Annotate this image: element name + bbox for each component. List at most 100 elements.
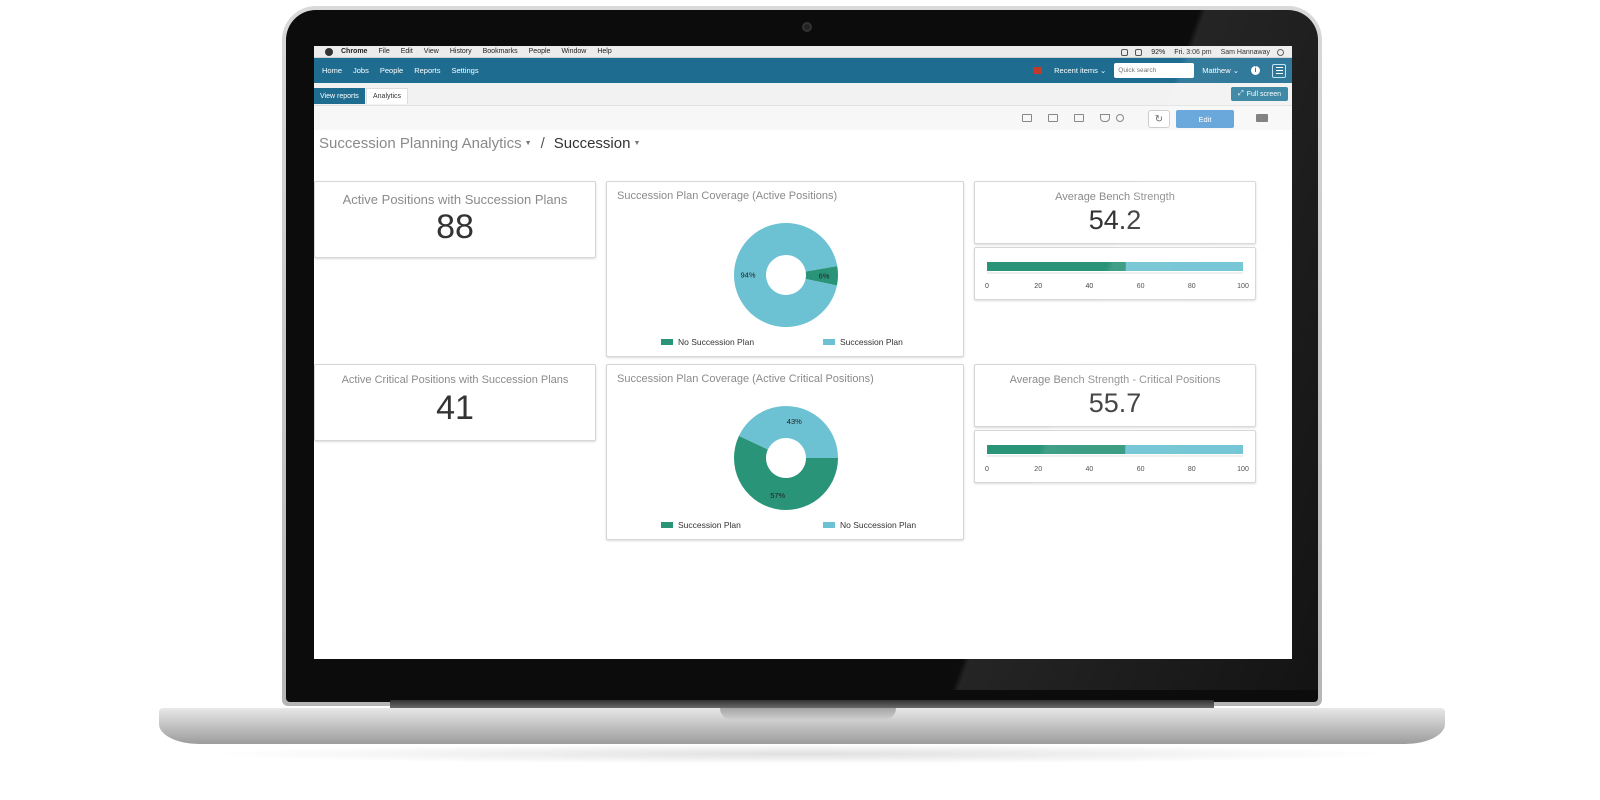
laptop-hinge bbox=[390, 700, 1214, 710]
kpi-value: 41 bbox=[436, 389, 474, 427]
legend-item[interactable]: Succession Plan bbox=[661, 520, 741, 530]
tick-label: 100 bbox=[1237, 466, 1249, 473]
folder-icon[interactable] bbox=[1256, 114, 1268, 122]
legend-label: Succession Plan bbox=[840, 337, 903, 347]
menu-history[interactable]: History bbox=[449, 48, 472, 55]
flag-icon[interactable] bbox=[1033, 67, 1043, 74]
kpi-title: Active Positions with Succession Plans bbox=[342, 192, 568, 207]
donut-chart-active: 6% 94% bbox=[734, 223, 838, 327]
menu-file[interactable]: File bbox=[378, 48, 390, 55]
caret-down-icon[interactable]: ▼ bbox=[633, 139, 641, 147]
tick-label: 100 bbox=[1237, 283, 1249, 290]
breadcrumb: Succession Planning Analytics ▼ / Succes… bbox=[319, 133, 640, 153]
legend-label: No Succession Plan bbox=[678, 337, 755, 347]
copy-icon[interactable] bbox=[1048, 114, 1058, 122]
donut-slice[interactable] bbox=[738, 405, 838, 458]
nav-reports[interactable]: Reports bbox=[414, 66, 441, 75]
tick-label: 80 bbox=[1188, 283, 1196, 290]
caret-down-icon[interactable]: ▼ bbox=[524, 139, 532, 147]
filter-count-icon[interactable] bbox=[1116, 114, 1124, 122]
tick-label: 60 bbox=[1137, 466, 1145, 473]
tick-label: 40 bbox=[1086, 283, 1094, 290]
app-nav-bar: Home Jobs People Reports Settings Recent… bbox=[314, 58, 1292, 83]
full-screen-label: Full screen bbox=[1246, 90, 1281, 98]
menu-view[interactable]: View bbox=[423, 48, 439, 55]
bar-fill bbox=[987, 445, 1126, 454]
nav-people[interactable]: People bbox=[379, 66, 404, 75]
bench-bar-avg: 0 20 40 60 80 100 bbox=[985, 262, 1249, 290]
breadcrumb-parent[interactable]: Succession Planning Analytics bbox=[319, 134, 522, 152]
user-menu[interactable]: Matthew ⌄ bbox=[1202, 66, 1239, 75]
menu-chrome[interactable]: Chrome bbox=[341, 48, 368, 55]
legend-label: No Succession Plan bbox=[840, 520, 917, 530]
screen: Chrome File Edit View History Bookmarks … bbox=[314, 46, 1292, 659]
kpi-title: Active Critical Positions with Successio… bbox=[341, 374, 569, 386]
slice-label: 57% bbox=[770, 491, 785, 500]
legend-item[interactable]: No Succession Plan bbox=[823, 520, 916, 530]
kpi-card-critical: Active Critical Positions with Successio… bbox=[314, 364, 596, 441]
tick-label: 0 bbox=[985, 283, 989, 290]
donut-chart-critical: 57% 43% bbox=[734, 405, 838, 510]
tick-label: 80 bbox=[1188, 466, 1196, 473]
filter-icon[interactable] bbox=[1100, 114, 1110, 122]
mac-menubar: Chrome File Edit View History Bookmarks … bbox=[314, 46, 1292, 58]
chart-title: Succession Plan Coverage (Active Critica… bbox=[617, 373, 874, 385]
wifi-icon[interactable] bbox=[1121, 48, 1129, 56]
legend-swatch bbox=[661, 339, 673, 345]
info-icon[interactable]: i bbox=[1251, 66, 1260, 75]
menu-bookmarks[interactable]: Bookmarks bbox=[482, 48, 518, 55]
mac-user[interactable]: Sam Hannaway bbox=[1220, 48, 1270, 56]
tab-view-reports[interactable]: View reports bbox=[314, 88, 365, 104]
tab-analytics[interactable]: Analytics bbox=[366, 88, 409, 104]
bench-bar-critical: 0 20 40 60 80 100 bbox=[985, 445, 1249, 473]
apple-icon[interactable] bbox=[325, 47, 333, 56]
menu-edit[interactable]: Edit bbox=[400, 48, 413, 55]
nav-home[interactable]: Home bbox=[322, 66, 343, 75]
bench-title: Average Bench Strength bbox=[1055, 191, 1175, 203]
breadcrumb-separator: / bbox=[540, 134, 545, 152]
tick-label: 20 bbox=[1034, 466, 1042, 473]
export-icon[interactable] bbox=[1074, 114, 1084, 122]
edit-button[interactable]: Edit bbox=[1176, 110, 1234, 128]
breadcrumb-current[interactable]: Succession bbox=[553, 134, 631, 152]
full-screen-button[interactable]: ⤢ Full screen bbox=[1231, 87, 1288, 101]
slice-label: 6% bbox=[819, 272, 830, 281]
spotlight-icon[interactable] bbox=[1277, 48, 1284, 56]
volume-icon[interactable] bbox=[1135, 48, 1143, 56]
donut-card-critical: Succession Plan Coverage (Active Critica… bbox=[606, 364, 964, 540]
clock[interactable]: Fri. 3:06 pm bbox=[1174, 48, 1212, 56]
expand-icon: ⤢ bbox=[1238, 90, 1244, 97]
menu-help[interactable]: Help bbox=[597, 48, 612, 55]
kpi-value: 88 bbox=[436, 208, 474, 246]
legend-label: Succession Plan bbox=[678, 520, 741, 530]
quick-search-input[interactable] bbox=[1114, 63, 1195, 78]
recent-items-dropdown[interactable]: Recent items ⌄ bbox=[1054, 66, 1107, 75]
donut-slice[interactable] bbox=[734, 223, 838, 327]
menu-people[interactable]: People bbox=[528, 48, 551, 55]
refresh-button[interactable]: ↻ bbox=[1148, 110, 1170, 128]
tick-label: 0 bbox=[985, 466, 989, 473]
donut-slice[interactable] bbox=[734, 435, 838, 510]
bench-value: 55.7 bbox=[1088, 388, 1142, 418]
laptop-shadow bbox=[200, 744, 1400, 764]
menu-window[interactable]: Window bbox=[561, 48, 587, 55]
announce-icon[interactable] bbox=[1022, 114, 1032, 122]
bench-card-critical: Average Bench Strength - Critical Positi… bbox=[974, 364, 1256, 427]
bench-value: 54.2 bbox=[1088, 205, 1142, 235]
nav-settings[interactable]: Settings bbox=[451, 66, 479, 75]
legend-item[interactable]: Succession Plan bbox=[823, 337, 903, 347]
hamburger-menu-icon[interactable] bbox=[1272, 63, 1286, 78]
tick-label: 40 bbox=[1086, 466, 1094, 473]
legend-swatch bbox=[661, 522, 673, 528]
legend-swatch bbox=[823, 522, 835, 528]
bar-fill bbox=[987, 262, 1126, 271]
tab-bar: View reports Analytics ⤢ Full screen bbox=[314, 83, 1292, 106]
bench-card-avg: Average Bench Strength 54.2 bbox=[974, 181, 1256, 244]
tick-label: 60 bbox=[1137, 283, 1145, 290]
nav-jobs[interactable]: Jobs bbox=[353, 66, 369, 75]
bench-bar-card-avg: 0 20 40 60 80 100 bbox=[974, 247, 1256, 300]
battery-status[interactable]: 92% bbox=[1151, 48, 1166, 56]
legend-item[interactable]: No Succession Plan bbox=[661, 337, 754, 347]
donut-slice[interactable] bbox=[805, 265, 838, 286]
